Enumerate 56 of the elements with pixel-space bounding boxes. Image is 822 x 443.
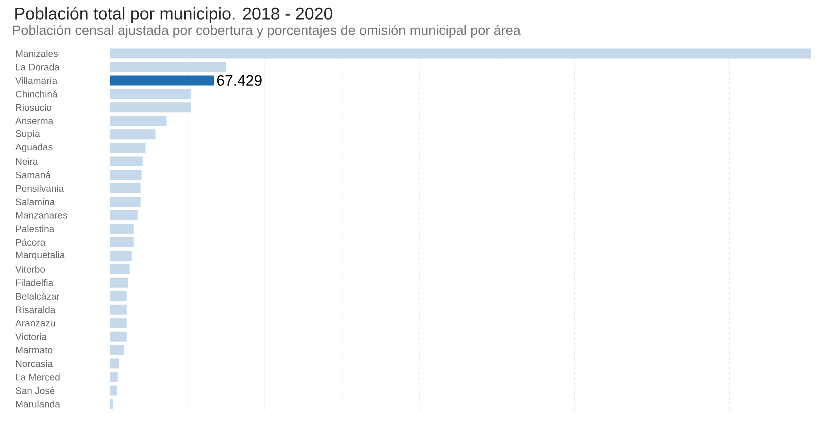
y-tick-label: Salamina — [16, 198, 56, 206]
y-tick-label: Belalcázar — [16, 292, 60, 300]
y-tick-label: Pácora — [16, 238, 46, 246]
bar — [110, 102, 192, 113]
y-tick-label: Samaná — [16, 172, 51, 179]
y-tick-label: La Dorada — [16, 64, 60, 71]
y-tick-label: Filadelfia — [16, 279, 54, 286]
y-tick-label: Palestina — [16, 226, 55, 232]
bar — [110, 48, 812, 59]
bar — [110, 250, 132, 261]
y-tick-label: Risaralda — [16, 306, 56, 314]
y-tick-label: Neira — [16, 158, 38, 166]
bar — [110, 130, 156, 140]
y-tick-label: Aranzazu — [16, 320, 56, 327]
bar — [110, 89, 192, 100]
bar — [110, 210, 138, 221]
y-tick-label: Riosucio — [16, 104, 52, 112]
bar — [110, 332, 127, 342]
y-tick-label: Manzanares — [16, 212, 68, 219]
bar — [110, 345, 124, 356]
bar — [110, 291, 127, 302]
y-tick-label: Supía — [16, 130, 40, 140]
bar — [110, 237, 134, 248]
bar — [110, 386, 117, 396]
y-tick-label: La Merced — [16, 374, 60, 381]
chart-subtitle: Población censal ajustada por cobertura y porcentajes de omisión municipal por área — [13, 25, 521, 38]
y-tick-label: Norcasia — [16, 360, 54, 368]
y-tick-label: Viterbo — [16, 266, 46, 273]
bar — [110, 264, 130, 274]
chart-title: Población total por municipio. 2018 - 2020 — [16, 7, 333, 24]
bar — [110, 358, 119, 369]
bar — [110, 143, 146, 154]
bar — [110, 197, 141, 208]
bar — [110, 76, 214, 86]
y-tick-label: Chinchiná — [16, 90, 58, 98]
bar — [110, 304, 127, 315]
bar — [110, 156, 143, 167]
y-tick-label: Aguadas — [16, 144, 53, 153]
bar — [110, 318, 127, 328]
y-tick-label: Pensilvania — [16, 185, 64, 192]
y-tick-label: San José — [16, 387, 55, 394]
bar — [110, 372, 118, 382]
y-tick-label: Anserma — [16, 118, 54, 124]
y-tick-label: Marquetalia — [16, 252, 66, 260]
bar — [110, 224, 134, 234]
bar — [110, 278, 128, 288]
data-label: 67.429 — [217, 75, 262, 86]
bar — [110, 170, 142, 180]
y-tick-label: Marmato — [16, 347, 53, 354]
bar — [110, 116, 167, 126]
y-tick-label: Victoria — [16, 333, 48, 340]
y-tick-label: Villamaría — [16, 77, 58, 84]
bar — [110, 184, 141, 194]
y-tick-label: Marulanda — [16, 400, 60, 408]
bar — [110, 62, 226, 72]
y-tick-label: Manizales — [16, 50, 58, 58]
